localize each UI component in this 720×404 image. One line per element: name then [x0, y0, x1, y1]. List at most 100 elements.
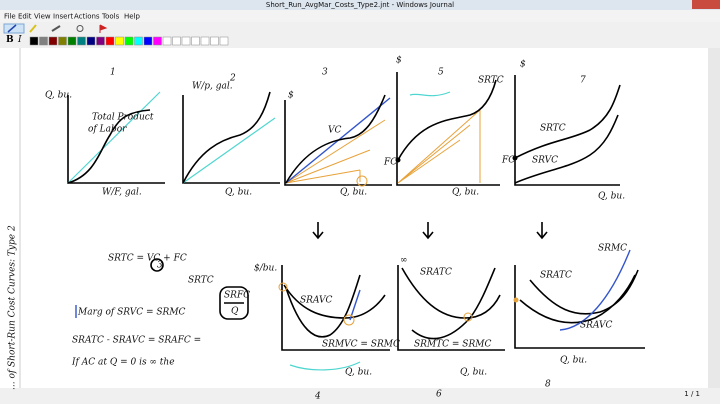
curve [401, 267, 501, 319]
note-label: W/p, gal. [192, 82, 233, 92]
curve [289, 361, 361, 371]
menu-item[interactable]: Insert [53, 13, 73, 21]
color-swatch[interactable] [153, 36, 162, 46]
close-button[interactable] [692, 0, 720, 9]
axis [514, 265, 645, 349]
note-label: 8 [545, 380, 551, 390]
curve [514, 84, 621, 159]
color-swatch[interactable] [172, 36, 181, 46]
curve [285, 274, 361, 338]
color-swatch[interactable] [39, 36, 48, 46]
color-swatch[interactable] [29, 36, 39, 46]
curve [409, 91, 451, 97]
curve [512, 155, 518, 161]
curve [312, 222, 324, 240]
note-label: Q, bu. [340, 188, 367, 198]
note-label: ∞ [400, 256, 408, 266]
curve [559, 249, 631, 331]
note-label: 4 [314, 392, 321, 402]
note-label: 7 [580, 76, 586, 86]
axis [396, 72, 500, 186]
color-swatches [29, 36, 229, 46]
curve [397, 79, 497, 161]
curve [343, 314, 355, 326]
flag-icon[interactable] [99, 24, 108, 33]
menu-item[interactable]: Help [124, 13, 141, 21]
italic-button[interactable]: I [17, 35, 22, 45]
color-swatch[interactable] [86, 36, 96, 46]
lasso-icon[interactable] [76, 25, 84, 32]
note-label: $ [288, 91, 294, 101]
curve [219, 286, 249, 320]
curve [182, 91, 271, 184]
note-label: SRMVC = SRMC [322, 340, 400, 350]
note-label: SRVC [532, 156, 558, 166]
note-label: SRTC [188, 276, 214, 286]
note-label: $ [396, 56, 402, 66]
color-swatch[interactable] [181, 36, 191, 46]
color-swatch[interactable] [96, 36, 105, 46]
note-label: 1 [110, 68, 116, 78]
highlighter-icon[interactable] [29, 24, 37, 33]
note-label: Marg of SRVC = SRMC [77, 308, 186, 318]
menu-item[interactable]: Actions [74, 13, 100, 21]
menu-item[interactable]: Tools [101, 13, 120, 21]
note-label: Q, bu. [45, 91, 72, 101]
color-swatch[interactable] [58, 36, 67, 46]
page [0, 48, 708, 388]
color-swatch[interactable] [105, 36, 115, 46]
curve [278, 282, 288, 292]
color-swatch[interactable] [115, 36, 124, 46]
note-label: Total Product [92, 113, 154, 123]
pen-icon [7, 24, 17, 33]
curve [411, 267, 496, 340]
color-swatch[interactable] [162, 36, 172, 46]
menu-item[interactable]: Edit [18, 13, 32, 21]
color-swatch[interactable] [67, 36, 77, 46]
color-swatch[interactable] [219, 36, 229, 46]
title-bar [0, 0, 720, 10]
page-counter: 1 / 1 [684, 390, 700, 398]
color-swatch[interactable] [134, 36, 143, 46]
axis [284, 100, 392, 186]
color-swatch[interactable] [124, 36, 134, 46]
note-label: Q, bu. [345, 368, 372, 378]
axis [514, 75, 620, 186]
bold-button[interactable]: B [6, 35, 14, 45]
color-swatch[interactable] [191, 36, 200, 46]
note-label: of Labor [88, 125, 127, 135]
color-swatch[interactable] [48, 36, 58, 46]
note-label: SRATC [540, 271, 572, 281]
menu-bar [0, 10, 720, 22]
note-label: W/F, gal. [102, 188, 142, 198]
note-label: FC [383, 158, 397, 168]
note-label: SRFC [224, 291, 250, 301]
note-label: 6 [436, 390, 442, 400]
menu-item[interactable]: File [4, 13, 16, 21]
scrollbar[interactable] [708, 48, 720, 388]
curve [356, 175, 368, 187]
handwritten-labels: 1 Q, bu. Total Product of Labor W/F, gal. 2W/… [45, 56, 627, 402]
minimize-button[interactable] [648, 0, 670, 9]
curve [182, 117, 276, 184]
color-swatch[interactable] [77, 36, 86, 46]
curve [285, 94, 386, 184]
color-swatch[interactable] [210, 36, 219, 46]
note-label: If AC at Q = 0 is ∞ the [71, 358, 175, 368]
eraser-icon[interactable] [51, 25, 61, 32]
note-label: SRMTC = SRMC [414, 340, 491, 350]
menu-item[interactable]: View [34, 13, 51, 21]
note-label: SRAVC [580, 321, 612, 331]
note-label: 3 [322, 68, 328, 78]
curve [463, 312, 473, 322]
pen-tool[interactable] [3, 23, 25, 34]
maximize-button[interactable] [670, 0, 692, 9]
curve [514, 114, 619, 184]
color-swatch[interactable] [200, 36, 210, 46]
note-label: Q, bu. [560, 356, 587, 366]
color-swatch[interactable] [143, 36, 153, 46]
note-label: Q [231, 307, 239, 317]
note-label: Q, bu. [225, 188, 252, 198]
note-label: SRATC - SRAVC = SRAFC = [72, 336, 201, 346]
